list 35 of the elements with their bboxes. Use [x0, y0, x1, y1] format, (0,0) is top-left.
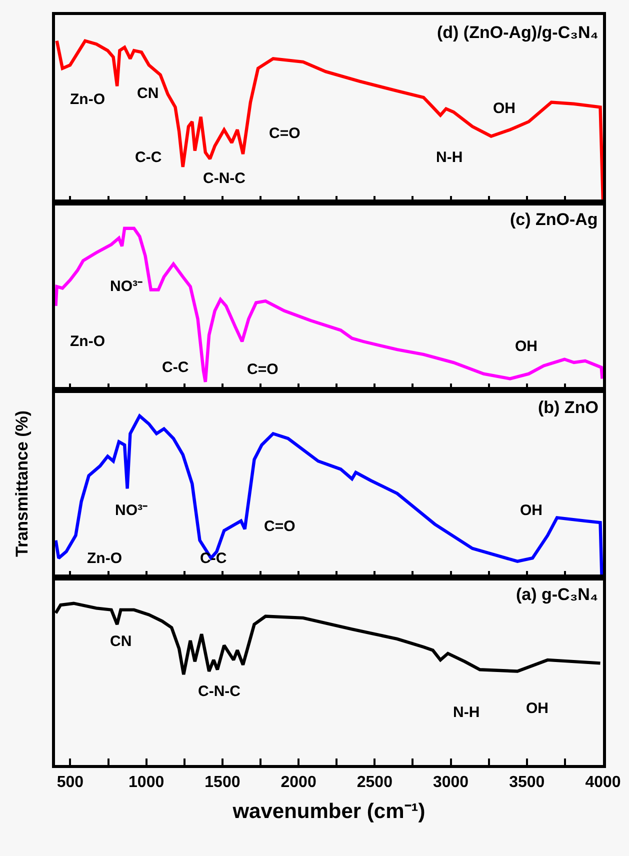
x-tick-label: 4000 — [585, 774, 621, 791]
annotation: N-H — [453, 704, 480, 721]
annotation: OH — [515, 338, 538, 355]
annotation: C=O — [247, 361, 279, 378]
annotation: OH — [526, 700, 548, 717]
annotation: CN — [110, 633, 132, 650]
chart-title: (c) ZnO-Ag — [510, 210, 598, 229]
annotation: CN — [137, 85, 159, 102]
annotation: NO³⁻ — [115, 502, 148, 519]
chart-title: (d) (ZnO-Ag)/g-C₃N₄ — [437, 23, 598, 42]
x-tick-label: 1000 — [128, 774, 164, 791]
annotation: C-N-C — [198, 683, 241, 700]
annotation: Zn-O — [70, 91, 106, 108]
annotation: OH — [493, 100, 516, 117]
annotation: NO³⁻ — [110, 278, 142, 295]
x-tick-label: 500 — [56, 774, 84, 791]
chart-title: (a) g-C₃N₄ — [516, 585, 598, 604]
x-tick-label: 3000 — [432, 774, 469, 791]
annotation: OH — [520, 502, 542, 519]
annotation: N-H — [436, 149, 463, 166]
y-axis-title: Transmittance (%) — [12, 410, 32, 557]
annotation: C-C — [135, 149, 162, 166]
x-axis-title: wavenumber (cm⁻¹) — [232, 800, 426, 824]
x-tick-label: 2000 — [280, 774, 316, 791]
x-tick-label: 1500 — [204, 774, 240, 791]
annotation: C-C — [200, 550, 227, 567]
annotation: Zn-O — [87, 550, 122, 567]
x-tick-label: 3500 — [509, 774, 545, 791]
annotation: C=O — [269, 125, 301, 142]
annotation: Zn-O — [70, 333, 106, 350]
x-tick-label: 2500 — [356, 774, 393, 791]
annotation: C-N-C — [203, 170, 246, 187]
annotation: C=O — [264, 518, 296, 535]
chart-title: (b) ZnO — [538, 398, 598, 417]
annotation: C-C — [162, 359, 189, 376]
